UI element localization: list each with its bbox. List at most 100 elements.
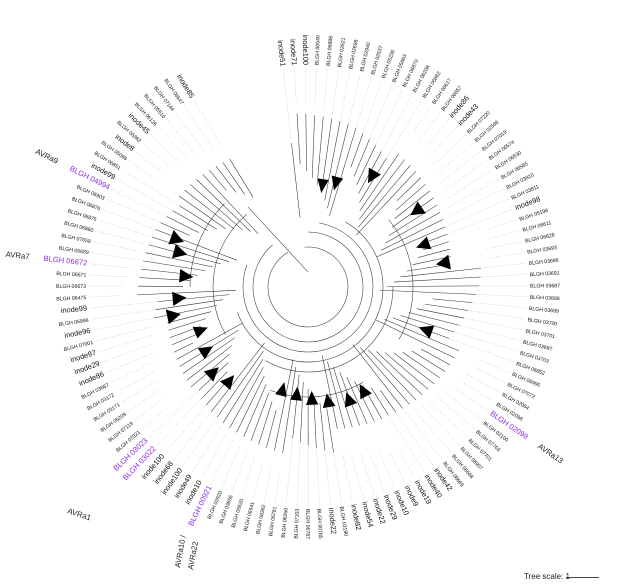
leaf-guide <box>412 407 452 453</box>
leaf-guide <box>483 263 526 269</box>
terminal-branch <box>352 344 403 409</box>
terminal-branch <box>167 311 212 324</box>
leaf-guide <box>91 309 156 320</box>
terminal-branch <box>350 133 364 168</box>
gene-leaf-label: BLGH 06571 <box>56 271 86 279</box>
inode-leaf-label: inode82 <box>349 503 363 531</box>
terminal-branch <box>329 127 357 217</box>
leaf-guide <box>182 419 216 467</box>
terminal-branch <box>333 367 353 428</box>
terminal-branch <box>384 352 429 390</box>
terminal-branch <box>186 345 233 381</box>
terminal-branch <box>319 402 326 451</box>
inode-leaf-label: inode100 <box>301 35 310 66</box>
terminal-branch <box>176 322 243 360</box>
terminal-branch <box>416 308 464 319</box>
leaf-guide <box>472 302 527 309</box>
leaf-guide <box>404 410 443 460</box>
leaf-guide <box>150 134 179 163</box>
leaf-guide <box>201 433 227 479</box>
inode-leaf-label: inode99 <box>60 304 87 316</box>
leaf-labels: inode51 inode71 inode100 BLGH 00540 BLGH 068… <box>43 35 560 540</box>
terminal-branch <box>196 179 251 232</box>
collapsed-clade-triangle <box>179 269 194 283</box>
leaf-guide <box>451 386 489 412</box>
leaf-guide <box>448 338 514 363</box>
terminal-branch <box>178 195 226 229</box>
terminal-branch <box>385 211 441 244</box>
gene-leaf-label: BLGH 03691 <box>530 270 560 278</box>
terminal-branch <box>291 142 301 218</box>
internal-arc <box>237 221 384 363</box>
leaf-guide <box>332 70 339 114</box>
avr-label-a22: AVRa22 <box>186 541 200 571</box>
leaf-guide <box>242 458 255 497</box>
terminal-branch <box>395 184 426 211</box>
terminal-branch <box>402 352 440 379</box>
gene-leaf-label: BLGH 03688 <box>530 295 560 302</box>
terminal-branch <box>388 204 438 236</box>
terminal-branch <box>327 123 349 209</box>
leaf-guide <box>89 274 127 278</box>
terminal-branch <box>229 367 264 428</box>
terminal-branch <box>168 318 206 331</box>
leaf-guide <box>116 371 155 393</box>
leaf-guide <box>122 169 180 206</box>
terminal-branch <box>172 210 208 231</box>
leaf-guide <box>282 69 292 139</box>
collapsed-clade-triangle <box>416 236 432 250</box>
terminal-branch <box>173 342 194 353</box>
leaf-guide <box>90 263 131 269</box>
highlighted-leaf-label: BLGH 06672 <box>43 254 88 268</box>
terminal-branch <box>266 409 277 448</box>
leaf-guide <box>142 142 171 167</box>
gene-leaf-label: BLGH 03696 <box>528 258 559 267</box>
leaf-guide <box>184 106 214 149</box>
leaf-guide <box>263 469 271 502</box>
leaf-guide <box>420 404 460 446</box>
leaf-guide <box>121 380 157 403</box>
leaf-guide <box>480 359 510 373</box>
terminal-branch <box>182 337 235 374</box>
collapsed-clade-triangle <box>368 167 381 184</box>
terminal-branch <box>367 349 417 400</box>
leaf-guide <box>389 452 406 484</box>
gene-leaf-label: BLGH 02621 <box>337 37 347 68</box>
leaf-guide <box>386 99 423 159</box>
gene-leaf-label: BLGH 06689 <box>58 246 89 257</box>
leaf-guide <box>487 230 520 240</box>
leaf-guide <box>473 366 506 383</box>
terminal-branch <box>400 267 482 278</box>
collapsed-clade-triangle <box>290 386 303 401</box>
leaf-guide <box>379 453 396 489</box>
avr-label: AVRa13 <box>536 442 565 466</box>
collapsed-clade-triangle <box>344 392 358 408</box>
terminal-branch <box>292 374 300 439</box>
terminal-branch <box>171 334 197 346</box>
terminal-branch <box>327 361 346 429</box>
leaf-guide <box>106 352 153 373</box>
leaf-guide <box>231 452 247 493</box>
leaf-guide <box>446 169 493 200</box>
terminal-branch <box>202 174 259 234</box>
internal-arc <box>265 286 394 373</box>
terminal-branch <box>190 184 243 231</box>
leaf-guide <box>424 119 450 148</box>
leaf-guide <box>487 219 517 230</box>
terminal-branch <box>210 342 265 412</box>
leaf-guide <box>316 447 320 506</box>
gene-leaf-label: BLGH 03699 <box>529 306 560 315</box>
leaf-guide <box>444 160 487 191</box>
terminal-branch <box>179 205 217 230</box>
terminal-branch <box>359 153 399 212</box>
leaf-guide <box>293 68 297 101</box>
leaf-guide <box>323 68 328 110</box>
leaf-guide <box>333 451 342 504</box>
leaf-guide <box>221 446 240 489</box>
terminal-branch <box>184 189 235 230</box>
avr-label: AVRa9 <box>34 147 60 166</box>
gene-leaf-label: BLGH 00785 <box>316 509 324 539</box>
avr-label: AVRa7 <box>5 250 30 262</box>
leaf-guide <box>429 126 458 157</box>
